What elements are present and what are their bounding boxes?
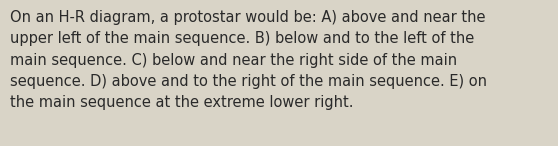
Text: On an H-R diagram, a protostar would be: A) above and near the
upper left of the: On an H-R diagram, a protostar would be:… (10, 10, 487, 110)
